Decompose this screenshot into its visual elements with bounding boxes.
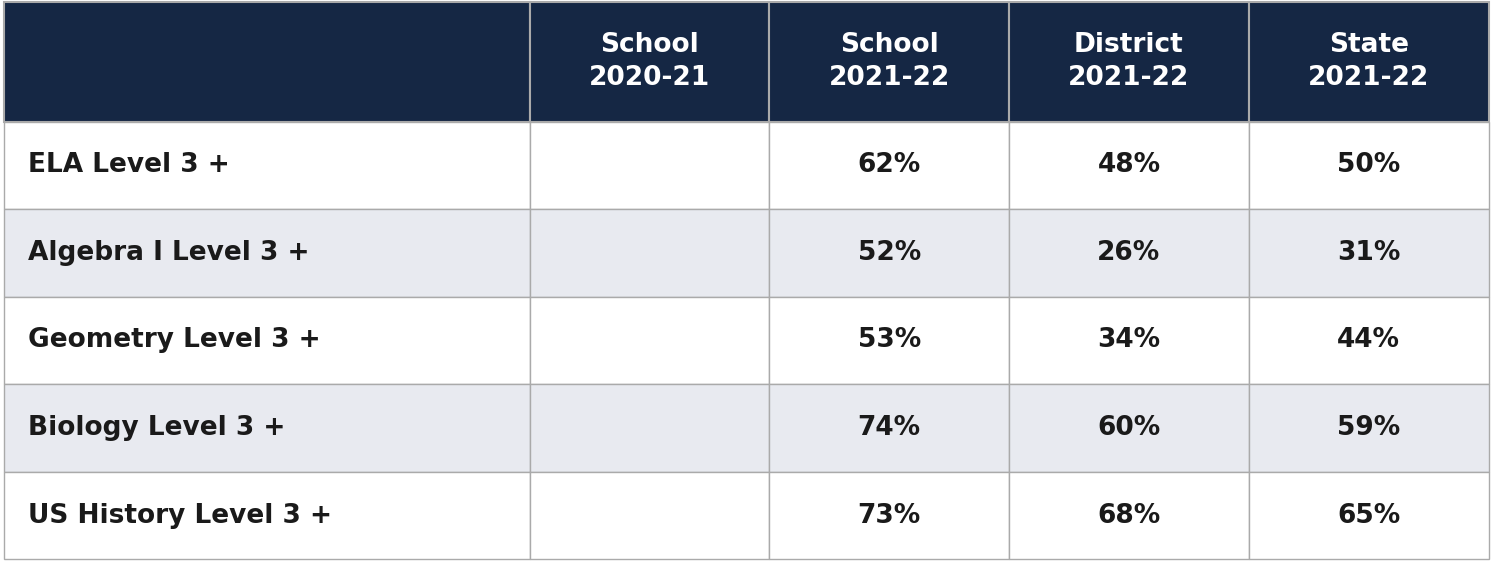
Text: 26%: 26% [1097, 240, 1160, 266]
Bar [4, 472, 530, 559]
Text: School: School [841, 32, 939, 58]
Text: District: District [1073, 32, 1184, 58]
Text: 53%: 53% [857, 328, 921, 353]
Bar [769, 2, 1009, 122]
Text: 2021-22: 2021-22 [829, 66, 950, 91]
Text: 74%: 74% [857, 415, 921, 441]
Bar [1009, 209, 1248, 297]
Bar [769, 122, 1009, 209]
Bar [530, 122, 769, 209]
Bar [530, 384, 769, 472]
Bar [1248, 472, 1489, 559]
Bar [1248, 122, 1489, 209]
Text: 2020-21: 2020-21 [588, 66, 711, 91]
Bar [1009, 472, 1248, 559]
Bar [530, 209, 769, 297]
Text: 59%: 59% [1338, 415, 1400, 441]
Text: 2021-22: 2021-22 [1308, 66, 1429, 91]
Bar [1248, 297, 1489, 384]
Bar [1009, 2, 1248, 122]
Text: 65%: 65% [1338, 503, 1400, 528]
Bar [530, 2, 769, 122]
Text: 48%: 48% [1097, 153, 1160, 178]
Text: 2021-22: 2021-22 [1069, 66, 1190, 91]
Bar [769, 384, 1009, 472]
Bar [530, 472, 769, 559]
Bar [4, 122, 530, 209]
Text: 62%: 62% [857, 153, 921, 178]
Text: Algebra I Level 3 +: Algebra I Level 3 + [28, 240, 309, 266]
Text: 44%: 44% [1338, 328, 1400, 353]
Bar [769, 209, 1009, 297]
Text: 68%: 68% [1097, 503, 1160, 528]
Text: School: School [600, 32, 699, 58]
Bar [4, 209, 530, 297]
Text: 31%: 31% [1338, 240, 1400, 266]
Text: 50%: 50% [1338, 153, 1400, 178]
Bar [1248, 209, 1489, 297]
Bar [1009, 384, 1248, 472]
Bar [1009, 297, 1248, 384]
Text: ELA Level 3 +: ELA Level 3 + [28, 153, 230, 178]
Bar [1248, 2, 1489, 122]
Bar [4, 2, 530, 122]
Text: Geometry Level 3 +: Geometry Level 3 + [28, 328, 321, 353]
Text: 73%: 73% [857, 503, 921, 528]
Bar [4, 384, 530, 472]
Bar [530, 297, 769, 384]
Text: State: State [1329, 32, 1409, 58]
Bar [1009, 122, 1248, 209]
Bar [769, 297, 1009, 384]
Bar [769, 472, 1009, 559]
Text: US History Level 3 +: US History Level 3 + [28, 503, 331, 528]
Text: Biology Level 3 +: Biology Level 3 + [28, 415, 285, 441]
Bar [1248, 384, 1489, 472]
Text: 34%: 34% [1097, 328, 1160, 353]
Text: 60%: 60% [1097, 415, 1160, 441]
Text: 52%: 52% [857, 240, 921, 266]
Bar [4, 297, 530, 384]
